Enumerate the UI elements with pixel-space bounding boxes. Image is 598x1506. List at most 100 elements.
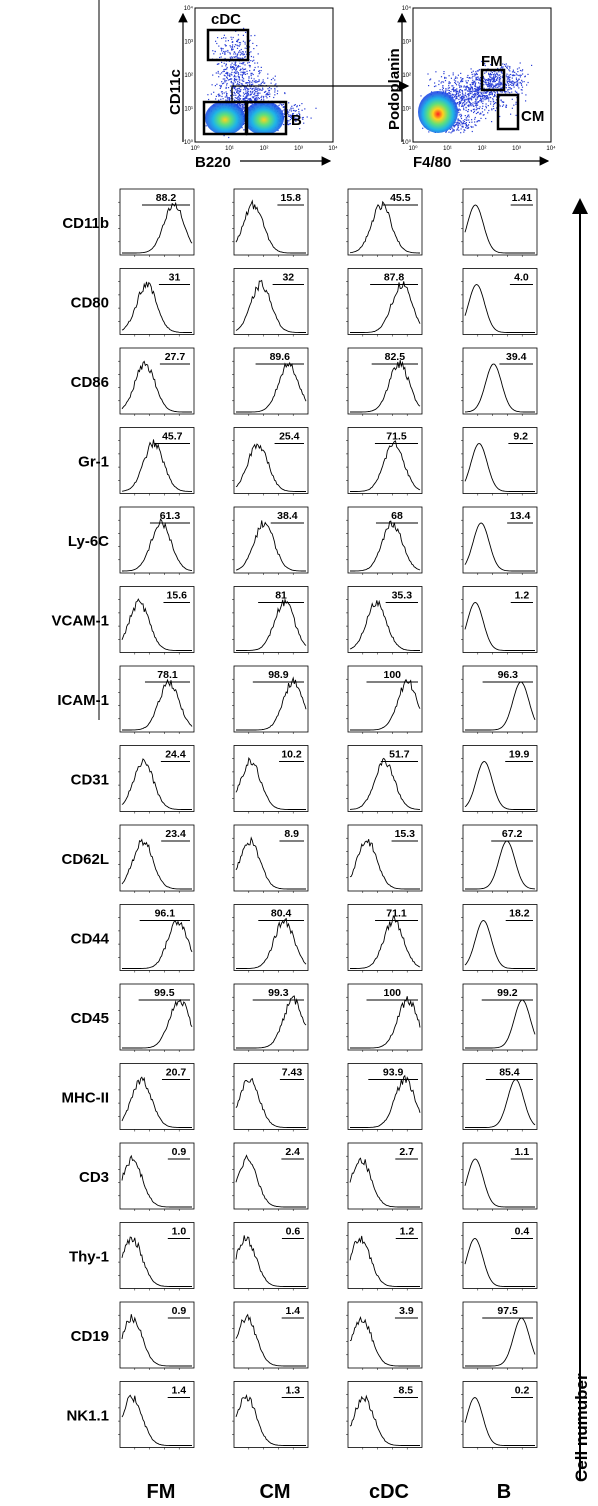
histogram-curve	[464, 920, 535, 969]
population-b-low	[205, 101, 245, 135]
flow-event-dot	[513, 104, 515, 106]
histogram-frame	[347, 904, 423, 971]
flow-event-dot	[518, 87, 520, 89]
flow-event-dot	[448, 93, 451, 95]
flow-event-dot	[452, 85, 454, 87]
percent-label: 1.0	[172, 1226, 187, 1238]
histogram-curve	[465, 840, 536, 890]
flow-event-dot	[513, 84, 515, 86]
flow-event-dot	[237, 72, 239, 74]
flow-event-dot	[458, 94, 460, 96]
flow-event-dot	[493, 80, 495, 82]
row-label: CD80	[71, 295, 109, 312]
flow-event-dot	[483, 84, 485, 86]
flow-event-dot	[476, 86, 478, 88]
flow-event-dot	[447, 92, 449, 95]
flow-event-dot	[292, 121, 294, 123]
histogram-panel: 80.4	[232, 904, 309, 973]
column-label-cm: CM	[259, 1481, 290, 1503]
flow-event-dot	[254, 66, 256, 69]
flow-event-dot	[238, 87, 240, 90]
flow-event-dot	[434, 82, 436, 84]
row-label: MHC-II	[62, 1090, 110, 1107]
flow-event-dot	[229, 73, 231, 75]
histogram-frame	[233, 586, 309, 653]
flow-event-dot	[467, 110, 469, 112]
flow-event-dot	[468, 97, 470, 99]
flow-event-dot	[258, 70, 260, 72]
flow-event-dot	[459, 101, 461, 103]
flow-event-dot	[244, 68, 247, 70]
histogram-panel: 8.9	[232, 824, 309, 893]
flow-event-dot	[493, 85, 495, 87]
column-label-b: B	[497, 1481, 511, 1503]
flow-event-dot	[456, 103, 458, 105]
flow-event-dot	[245, 31, 247, 33]
flow-event-dot	[222, 78, 224, 80]
flow-event-dot	[471, 88, 474, 90]
flow-event-dot	[490, 103, 492, 105]
y-tick-label: 10⁴	[184, 5, 194, 12]
flow-event-dot	[500, 87, 502, 90]
percent-label: 24.4	[165, 749, 186, 761]
flow-event-dot	[504, 83, 507, 85]
flow-event-dot	[248, 61, 250, 63]
histogram-curve	[349, 839, 420, 890]
flow-event-dot	[466, 96, 468, 98]
histogram-frame	[462, 1222, 538, 1289]
flow-event-dot	[516, 68, 519, 70]
flow-event-dot	[260, 84, 262, 86]
flow-event-dot	[510, 88, 512, 90]
flow-event-dot	[465, 89, 467, 91]
flow-event-dot	[513, 82, 516, 84]
flow-event-dot	[237, 99, 239, 101]
flow-event-dot	[454, 94, 456, 96]
percent-label: 87.8	[384, 272, 405, 284]
flow-event-dot	[459, 120, 461, 122]
histogram-panel: 27.7	[118, 347, 195, 416]
flow-event-dot	[481, 111, 484, 113]
flow-event-dot	[291, 118, 294, 120]
flow-event-dot	[463, 99, 465, 101]
histogram-frame	[119, 665, 195, 733]
flow-event-dot	[225, 68, 227, 71]
flow-event-dot	[243, 103, 245, 105]
flow-event-dot	[259, 92, 261, 94]
flow-event-dot	[225, 86, 227, 88]
flow-event-dot	[494, 92, 496, 94]
flow-event-dot	[489, 93, 491, 95]
flow-event-dot	[453, 89, 455, 91]
flow-event-dot	[521, 81, 523, 83]
flow-event-dot	[281, 103, 283, 105]
flow-event-dot	[237, 92, 239, 94]
flow-event-dot	[215, 72, 217, 74]
flow-event-dot	[509, 70, 511, 72]
flow-event-dot	[272, 77, 274, 79]
flow-event-dot	[493, 78, 495, 80]
histogram-panel: 71.5	[346, 427, 423, 496]
flow-event-dot	[259, 72, 261, 74]
flow-event-dot	[273, 96, 275, 99]
flow-event-dot	[246, 96, 248, 98]
flow-event-dot	[249, 82, 251, 84]
flow-event-dot	[441, 81, 443, 83]
flow-event-dot	[488, 86, 490, 88]
flow-event-dot	[258, 97, 260, 100]
flow-event-dot	[515, 103, 517, 105]
histogram-panel: 7.43	[232, 1063, 309, 1132]
flow-event-dot	[510, 113, 512, 115]
flow-event-dot	[489, 75, 491, 77]
flow-event-dot	[450, 91, 452, 93]
histogram-curve	[235, 279, 306, 333]
flow-event-dot	[517, 84, 519, 86]
flow-event-dot	[227, 72, 229, 74]
flow-event-dot	[491, 94, 493, 96]
flow-event-dot	[493, 87, 495, 89]
flow-event-dot	[234, 62, 236, 64]
histogram-panel: 88.2	[118, 188, 195, 257]
flow-event-dot	[464, 129, 466, 131]
row-label: Gr-1	[78, 454, 109, 471]
flow-event-dot	[504, 63, 506, 66]
flow-event-dot	[489, 87, 491, 89]
flow-event-dot	[238, 76, 240, 78]
